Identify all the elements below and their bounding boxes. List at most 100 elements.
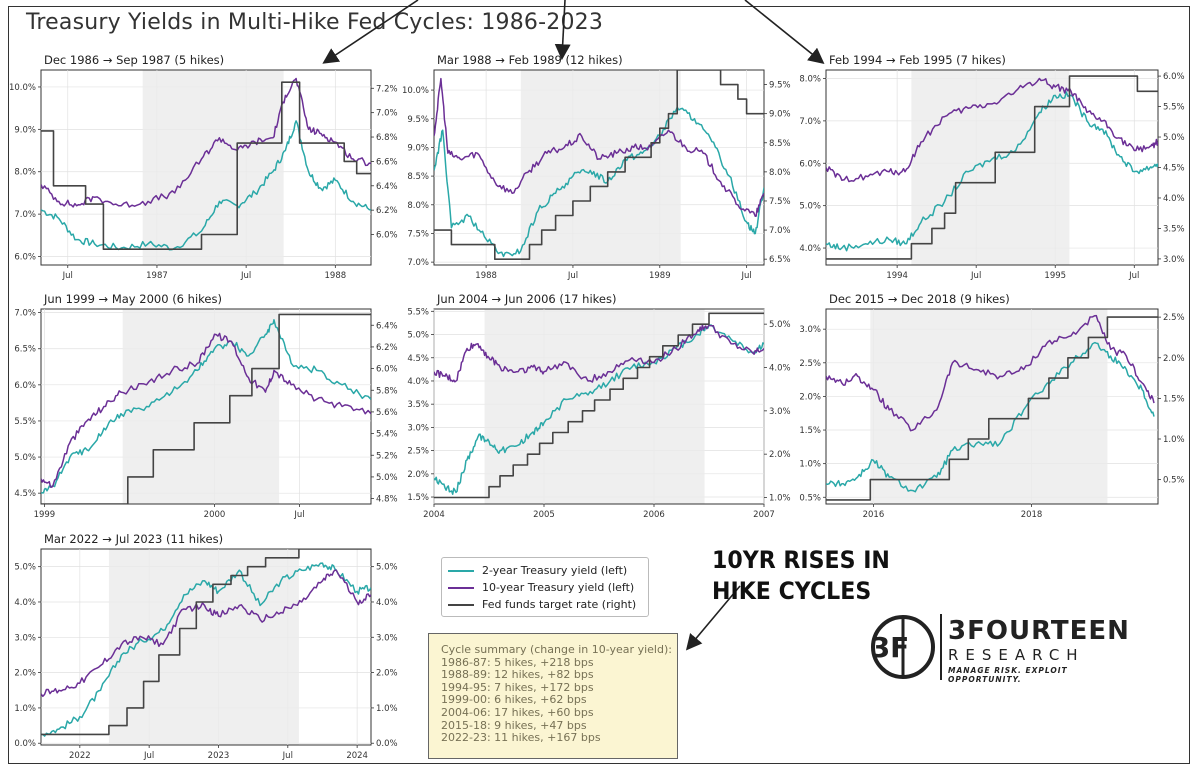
hike-period-shade <box>108 549 299 745</box>
x-tick-label: 1994 <box>886 271 908 281</box>
x-tick-label: Jul <box>1128 271 1139 281</box>
y2-tick-label: 6.4% <box>376 182 398 192</box>
series-line-10-year <box>41 332 371 488</box>
y2-tick-label: 6.2% <box>376 206 398 216</box>
y-tick-label: 3.0% <box>799 325 821 335</box>
headline-line: HIKE CYCLES <box>712 577 872 605</box>
x-tick-label: 2016 <box>863 510 885 520</box>
y-tick-label: 1.5% <box>799 426 821 436</box>
y2-tick-label: 5.2% <box>376 451 398 461</box>
chart-title: Jun 1999 → May 2000 (6 hikes) <box>43 292 222 306</box>
y-tick-label: 6.0% <box>799 159 821 169</box>
y2-tick-label: 4.0% <box>376 598 398 608</box>
chart-title: Mar 1988 → Feb 1989 (12 hikes) <box>437 53 623 67</box>
x-tick-label: 2023 <box>208 751 230 761</box>
series-line-fed-funds <box>826 75 1158 260</box>
series-line-2-year <box>826 91 1158 252</box>
y-tick-label: 5.0% <box>14 453 36 463</box>
chart-panel: Feb 1994 → Feb 1995 (7 hikes) 4.0% 5.0% 6.0… <box>799 53 1184 281</box>
y2-tick-label: 2.0% <box>1163 354 1185 364</box>
legend-swatch <box>448 586 474 589</box>
hike-period-shade <box>520 70 681 265</box>
y-tick-label: 9.0% <box>407 143 429 153</box>
x-tick-label: 2006 <box>643 510 665 520</box>
y2-tick-label: 9.0% <box>769 110 791 120</box>
x-tick-label: 2022 <box>69 751 91 761</box>
series-line-10-year <box>434 324 764 383</box>
logo-mark-icon: 3F <box>871 615 935 679</box>
chart-title: Dec 1986 → Sep 1987 (5 hikes) <box>44 53 224 67</box>
x-tick-label: 1987 <box>146 271 168 281</box>
y-tick-label: 2.5% <box>799 359 821 369</box>
y2-tick-label: 6.4% <box>376 321 398 331</box>
hike-period-shade <box>142 70 284 265</box>
x-tick-label: 1995 <box>1044 271 1066 281</box>
series-line-fed-funds <box>41 313 371 504</box>
plot-series <box>434 70 764 260</box>
y-tick-label: 4.0% <box>407 377 429 387</box>
series-line-2-year <box>434 324 764 495</box>
y2-tick-label: 8.5% <box>769 139 791 149</box>
legend-swatch <box>448 603 474 606</box>
y2-tick-label: 5.6% <box>376 408 398 418</box>
y2-tick-label: 0.5% <box>1163 476 1185 486</box>
y-tick-label: 6.0% <box>14 253 36 263</box>
y-tick-label: 1.0% <box>14 704 36 714</box>
x-tick-label: Jul <box>740 271 751 281</box>
logo-sub: RESEARCH <box>948 646 1085 664</box>
plot-series <box>434 312 764 499</box>
chart-title: Feb 1994 → Feb 1995 (7 hikes) <box>829 53 1006 67</box>
y2-tick-label: 1.0% <box>769 494 791 504</box>
annotation-arrow <box>322 0 419 64</box>
summary-line: 1988-89: 12 hikes, +82 bps <box>441 668 594 682</box>
y2-tick-label: 5.0% <box>376 473 398 483</box>
y2-tick-label: 5.0% <box>769 320 791 330</box>
x-tick-label: 2024 <box>346 751 368 761</box>
x-tick-label: 2000 <box>204 510 226 520</box>
legend-entry: 2-year Treasury yield (left) <box>448 562 642 579</box>
y2-tick-label: 5.0% <box>376 563 398 573</box>
legend-entry: 10-year Treasury yield (left) <box>448 579 642 596</box>
y-tick-label: 4.0% <box>14 598 36 608</box>
y-tick-label: 5.5% <box>14 417 36 427</box>
y2-tick-label: 5.8% <box>376 386 398 396</box>
y2-tick-label: 4.0% <box>769 364 791 374</box>
y2-tick-label: 2.0% <box>376 669 398 679</box>
annotation-arrow <box>685 585 741 651</box>
page-title: Treasury Yields in Multi-Hike Fed Cycles… <box>26 10 604 35</box>
legend-label: 2-year Treasury yield (left) <box>482 564 628 577</box>
y-tick-label: 7.0% <box>14 210 36 220</box>
x-tick-label: 2004 <box>423 510 445 520</box>
y-tick-label: 5.0% <box>14 563 36 573</box>
y2-tick-label: 5.0% <box>1163 133 1185 143</box>
x-tick-label: Jul <box>62 271 73 281</box>
y-tick-label: 7.0% <box>407 258 429 268</box>
series-line-10-year <box>434 77 764 218</box>
chart-legend: 2-year Treasury yield (left) 10-year Trea… <box>441 557 649 617</box>
y2-tick-label: 7.0% <box>376 109 398 119</box>
x-tick-label: Jul <box>143 751 154 761</box>
y2-tick-label: 1.0% <box>376 704 398 714</box>
series-line-10-year <box>41 569 371 698</box>
headline-callout: 10YR RISES IN HIKE CYCLES <box>712 545 890 607</box>
x-tick-label: 1988 <box>325 271 347 281</box>
y2-tick-label: 6.6% <box>376 157 398 167</box>
series-line-fed-funds <box>434 312 764 499</box>
y2-tick-label: 3.5% <box>1163 224 1185 234</box>
y-tick-label: 0.5% <box>799 493 821 503</box>
legend-label: Fed funds target rate (right) <box>482 598 637 611</box>
y-tick-label: 2.0% <box>14 669 36 679</box>
legend-label: 10-year Treasury yield (left) <box>482 581 635 594</box>
summary-line: 2004-06: 17 hikes, +60 bps <box>441 705 594 719</box>
x-tick-label: 1989 <box>649 271 671 281</box>
y-tick-label: 5.0% <box>407 331 429 341</box>
y-tick-label: 8.0% <box>799 74 821 84</box>
figure-frame <box>8 6 1190 764</box>
summary-heading: Cycle summary (change in 10-year yield): <box>441 643 672 656</box>
y-tick-label: 5.5% <box>407 307 429 317</box>
y-tick-label: 4.0% <box>799 244 821 254</box>
x-tick-label: Jul <box>970 271 981 281</box>
logo-tagline: MANAGE RISK. EXPLOIT OPPORTUNITY. <box>948 666 1068 684</box>
y2-tick-label: 6.0% <box>376 231 398 241</box>
y-tick-label: 7.5% <box>407 229 429 239</box>
